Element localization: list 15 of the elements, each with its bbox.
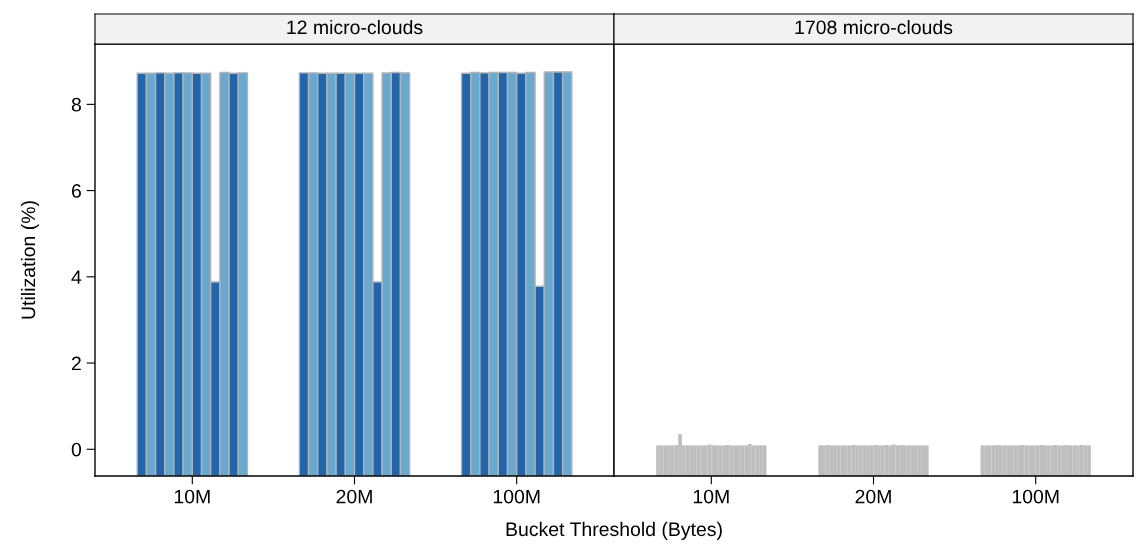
y-tick-label: 6 — [71, 184, 81, 198]
x-tick-label: 20M — [855, 489, 891, 504]
x-tick-label: 10M — [174, 489, 210, 504]
y-axis-title: Utilization (%) — [20, 201, 40, 319]
x-axis-title: Bucket Threshold (Bytes) — [506, 521, 722, 540]
chart-title: 1708 micro-clouds — [795, 19, 953, 35]
y-tick-label: 2 — [71, 356, 81, 371]
x-tick-label: 10M — [693, 489, 729, 504]
y-tick-label: 8 — [71, 97, 81, 112]
chart-title: 12 micro-clouds — [287, 19, 423, 35]
x-tick-label: 100M — [1012, 489, 1059, 504]
y-tick-label: 0 — [71, 442, 82, 457]
x-tick-label: 20M — [336, 489, 372, 504]
x-tick-label: 100M — [493, 489, 540, 504]
y-tick-label: 4 — [71, 270, 82, 284]
